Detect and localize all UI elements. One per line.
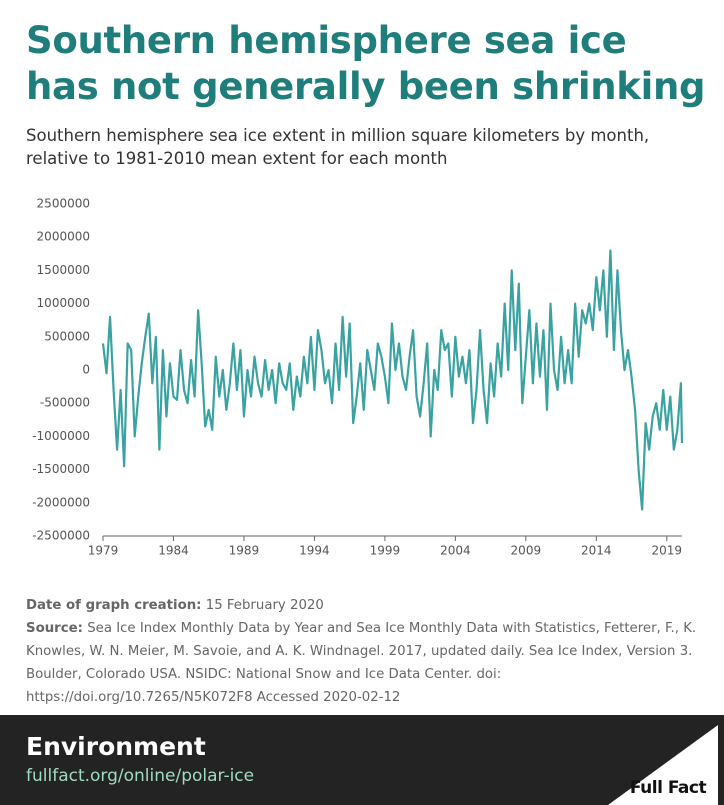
source-label: Source:: [26, 621, 83, 636]
source: Sea Ice Index Monthly Data by Year and S…: [26, 621, 697, 705]
x-tick-label: 2009: [511, 544, 542, 558]
date: 15 February 2020: [205, 598, 324, 613]
y-tick-label: -1500000: [32, 462, 90, 476]
url: fullfact.org/online/polar-ice: [26, 766, 255, 786]
footer-band: [0, 715, 724, 805]
x-tick-label: 1979: [88, 544, 119, 558]
y-tick-label: -2500000: [32, 529, 90, 543]
y-tick-label: 0: [82, 363, 90, 377]
chart-title: Southern hemisphere sea ice has not gene…: [26, 19, 706, 108]
chart: 2500000 2000000 1500000 1000000 500000 0 -5000…: [32, 197, 684, 558]
notes: Date of graph creation: 15 February 2020…: [26, 594, 716, 709]
x-tick-label: 2014: [581, 544, 612, 558]
y-tick-label: 2000000: [37, 230, 90, 244]
y-tick-label: -1000000: [32, 429, 90, 443]
x-tick-label: 1984: [158, 544, 189, 558]
x-tick-label: 1989: [229, 544, 260, 558]
x-tick-label: 2004: [440, 544, 471, 558]
x-tick-label: 1999: [370, 544, 401, 558]
x-tick-label: 1994: [299, 544, 330, 558]
y-tick-label: 2500000: [37, 197, 90, 211]
logo: Full Fact: [608, 725, 718, 805]
logo-text: Full Fact: [630, 778, 707, 798]
y-tick-label: -500000: [40, 396, 90, 410]
logo-shape: [608, 725, 718, 805]
y-tick-label: -2000000: [32, 495, 90, 509]
date-line: Date of graph creation: 15 February 2020: [26, 594, 716, 617]
y-tick-label: 1500000: [37, 263, 90, 277]
x-tick-label: 2019: [652, 544, 683, 558]
y-tick-label: 500000: [44, 329, 90, 343]
y-tick-label: 1000000: [37, 296, 90, 310]
source-line: Source: Sea Ice Index Monthly Data by Ye…: [26, 617, 716, 709]
chart-subtitle: Southern hemisphere sea ice extent in mi…: [26, 126, 650, 168]
line: [101, 249, 684, 511]
section: Environment: [26, 732, 206, 761]
date-label: Date of graph creation:: [26, 598, 202, 613]
